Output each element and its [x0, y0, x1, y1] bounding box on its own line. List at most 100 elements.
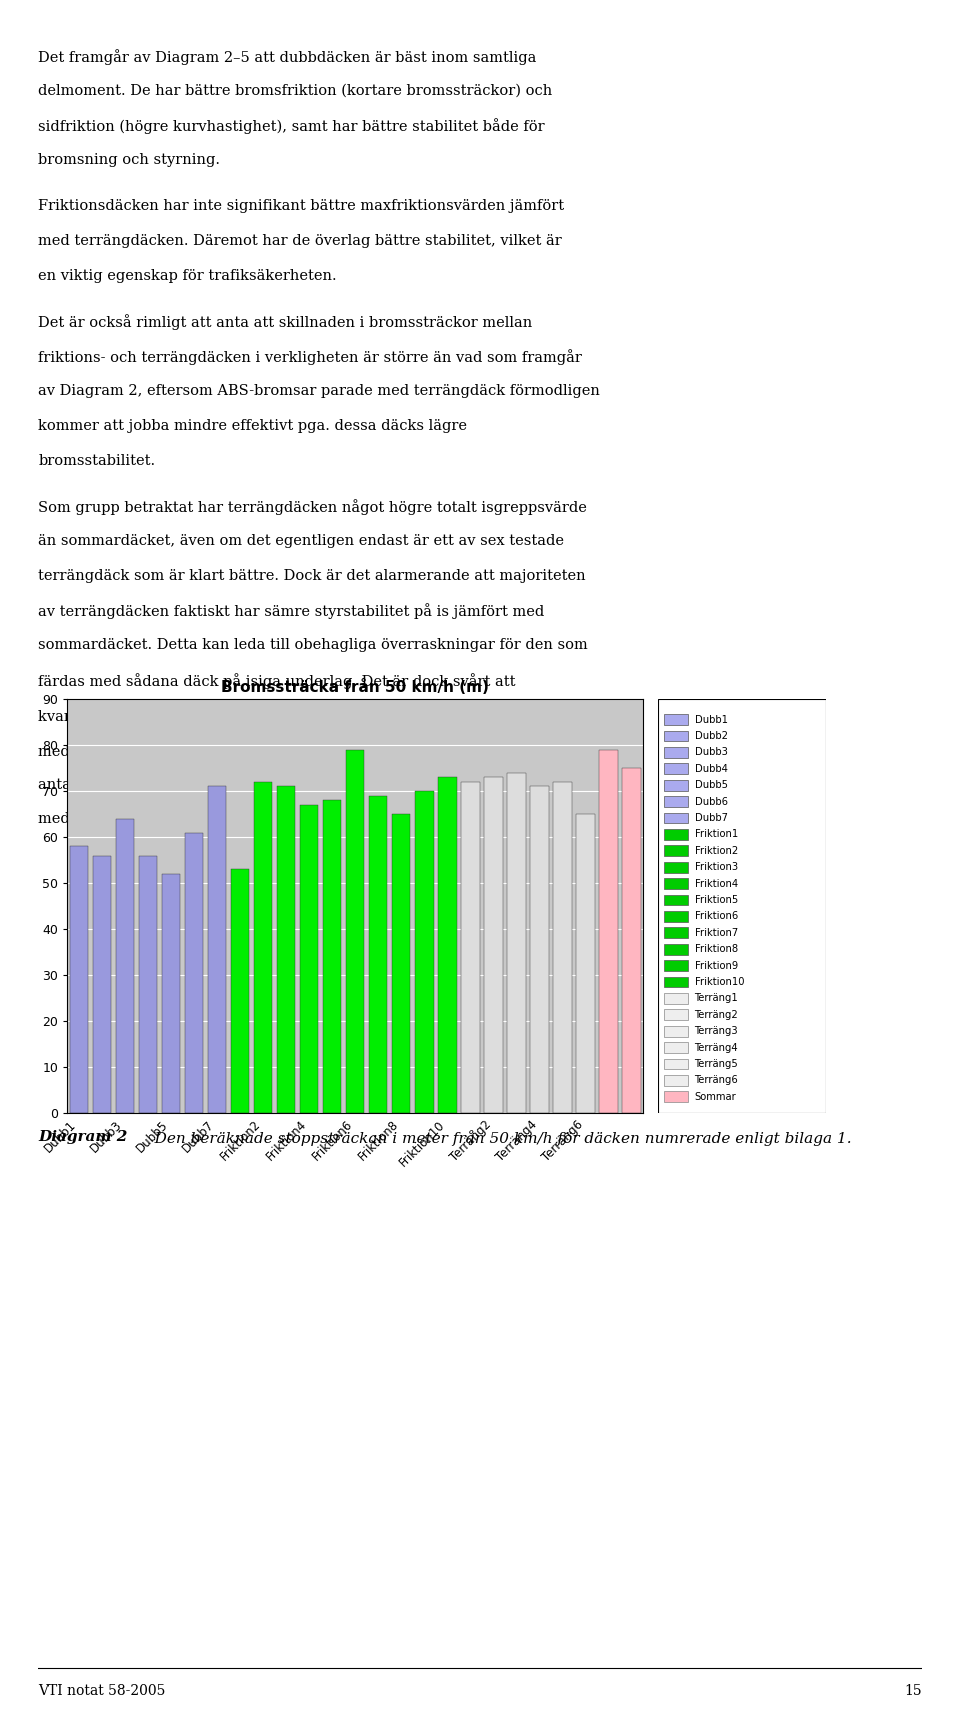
Bar	[664, 861, 687, 873]
Text: Dubb6: Dubb6	[695, 797, 728, 806]
Text: Terräng6: Terräng6	[695, 1075, 738, 1086]
Text: sidfriktion (högre kurvhastighet), samt har bättre stabilitet både för: sidfriktion (högre kurvhastighet), samt …	[38, 119, 545, 135]
Text: Terräng3: Terräng3	[695, 1027, 738, 1036]
Text: bromsning och styrning.: bromsning och styrning.	[38, 154, 221, 167]
Text: Friktion10: Friktion10	[695, 977, 744, 987]
Bar	[664, 944, 687, 954]
Text: delmoment. De har bättre bromsfriktion (kortare bromssträckor) och: delmoment. De har bättre bromsfriktion (…	[38, 85, 553, 98]
Bar	[438, 777, 457, 1113]
Text: antal fälttest för att se hur väl vikterna i ekvation 1 överensstämmer: antal fälttest för att se hur väl vikter…	[38, 778, 548, 792]
Text: terrängdäck som är klart bättre. Dock är det alarmerande att majoriteten: terrängdäck som är klart bättre. Dock är…	[38, 570, 586, 583]
Text: Dubb1: Dubb1	[695, 715, 728, 725]
Text: Det är också rimligt att anta att skillnaden i bromssträckor mellan: Det är också rimligt att anta att skilln…	[38, 314, 533, 330]
Text: Friktion9: Friktion9	[695, 961, 738, 970]
Bar	[323, 801, 342, 1113]
Bar	[664, 927, 687, 939]
Bar	[664, 1043, 687, 1053]
Text: Friktionsdäcken har inte signifikant bättre maxfriktionsvärden jämfört: Friktionsdäcken har inte signifikant bät…	[38, 198, 564, 212]
Bar	[664, 1058, 687, 1070]
Text: Friktion4: Friktion4	[695, 879, 737, 889]
Text: Sommar: Sommar	[695, 1093, 736, 1101]
Bar	[300, 804, 319, 1113]
Text: Det framgår av Diagram 2–5 att dubbdäcken är bäst inom samtliga: Det framgår av Diagram 2–5 att dubbdäcke…	[38, 48, 537, 66]
Bar	[664, 879, 687, 889]
Text: Friktion5: Friktion5	[695, 896, 738, 904]
Bar	[664, 960, 687, 972]
Text: VTI notat 58-2005: VTI notat 58-2005	[38, 1685, 166, 1698]
Bar	[369, 796, 388, 1113]
Bar	[664, 730, 687, 742]
Text: Dubb5: Dubb5	[695, 780, 728, 791]
Text: kvantifiera hur allvarligt ett lågt värde på styrstabiliteten är jämfört: kvantifiera hur allvarligt ett lågt värd…	[38, 708, 545, 723]
Text: en viktig egenskap för trafiksäkerheten.: en viktig egenskap för trafiksäkerheten.	[38, 269, 337, 283]
Bar	[253, 782, 273, 1113]
Bar	[664, 1010, 687, 1020]
Text: Friktion7: Friktion7	[695, 929, 738, 937]
Text: med låga maxfriktionsvärden. VTI kommer att framöver att utföra ett: med låga maxfriktionsvärden. VTI kommer …	[38, 742, 554, 759]
Text: Dubb2: Dubb2	[695, 732, 728, 740]
Text: Terräng4: Terräng4	[695, 1043, 738, 1053]
Bar	[664, 715, 687, 725]
Text: sommardäcket. Detta kan leda till obehagliga överraskningar för den som: sommardäcket. Detta kan leda till obehag…	[38, 639, 588, 652]
Text: Dubb3: Dubb3	[695, 747, 728, 758]
Text: av Diagram 2, eftersom ABS-bromsar parade med terrängdäck förmodligen: av Diagram 2, eftersom ABS-bromsar parad…	[38, 383, 600, 399]
Text: Friktion2: Friktion2	[695, 846, 738, 856]
Text: Som grupp betraktat har terrängdäcken något högre totalt isgreppsvärde: Som grupp betraktat har terrängdäcken nå…	[38, 499, 588, 514]
Text: 15: 15	[904, 1685, 922, 1698]
Text: Friktion1: Friktion1	[695, 830, 738, 839]
Bar	[138, 856, 157, 1113]
Title: Bromssträcka från 50 km/h (m): Bromssträcka från 50 km/h (m)	[221, 678, 490, 696]
Text: friktions- och terrängdäcken i verkligheten är större än vad som framgår: friktions- och terrängdäcken i verklighe…	[38, 349, 583, 364]
Bar	[664, 1075, 687, 1086]
Text: Terräng1: Terräng1	[695, 994, 738, 1003]
Bar	[664, 846, 687, 856]
Bar	[664, 747, 687, 758]
Bar	[207, 787, 227, 1113]
Text: kommer att jobba mindre effektivt pga. dessa däcks lägre: kommer att jobba mindre effektivt pga. d…	[38, 419, 468, 433]
Text: Friktion8: Friktion8	[695, 944, 737, 954]
Text: än sommardäcket, även om det egentligen endast är ett av sex testade: än sommardäcket, även om det egentligen …	[38, 533, 564, 547]
Bar	[92, 856, 111, 1113]
Bar	[664, 894, 687, 906]
Bar	[664, 1091, 687, 1103]
Bar	[230, 870, 250, 1113]
Text: Dubb7: Dubb7	[695, 813, 728, 823]
Bar	[664, 763, 687, 775]
Text: Diagram 2: Diagram 2	[38, 1131, 128, 1144]
Bar	[664, 911, 687, 922]
Bar	[576, 815, 595, 1113]
Text: Friktion3: Friktion3	[695, 863, 737, 872]
Text: Friktion6: Friktion6	[695, 911, 738, 922]
Bar	[622, 768, 641, 1113]
Bar	[276, 787, 296, 1113]
Bar	[507, 773, 526, 1113]
Bar	[599, 749, 618, 1113]
Text: Dubb4: Dubb4	[695, 765, 728, 773]
Text: färdas med sådana däck på isiga underlag. Det är dock svårt att: färdas med sådana däck på isiga underlag…	[38, 673, 516, 689]
Bar	[161, 873, 180, 1113]
Text: bromsstabilitet.: bromsstabilitet.	[38, 454, 156, 468]
Bar	[664, 796, 687, 808]
Text: av terrängdäcken faktiskt har sämre styrstabilitet på is jämfört med: av terrängdäcken faktiskt har sämre styr…	[38, 604, 544, 620]
Text: med terrängdäcken. Däremot har de överlag bättre stabilitet, vilket är: med terrängdäcken. Däremot har de överla…	[38, 235, 563, 249]
Bar	[184, 832, 204, 1113]
Bar	[664, 977, 687, 987]
Bar	[664, 828, 687, 841]
Bar	[664, 813, 687, 823]
Bar	[346, 749, 365, 1113]
Bar	[553, 782, 572, 1113]
Bar	[461, 782, 480, 1113]
Bar	[530, 787, 549, 1113]
Bar	[115, 818, 134, 1113]
Text: Terräng2: Terräng2	[695, 1010, 738, 1020]
Bar	[664, 780, 687, 791]
Bar	[664, 1025, 687, 1037]
Text: med de resulterande handlingegenskaperna.: med de resulterande handlingegenskaperna…	[38, 813, 372, 827]
Bar	[392, 815, 411, 1113]
Bar	[69, 846, 88, 1113]
Text: Terräng5: Terräng5	[695, 1060, 738, 1068]
Bar	[664, 992, 687, 1005]
Text: Den beräknade stoppsträckan i meter från 50 km/h för däcken numrerade enligt bil: Den beräknade stoppsträckan i meter från…	[140, 1131, 852, 1146]
Bar	[484, 777, 503, 1113]
Bar	[415, 791, 434, 1113]
